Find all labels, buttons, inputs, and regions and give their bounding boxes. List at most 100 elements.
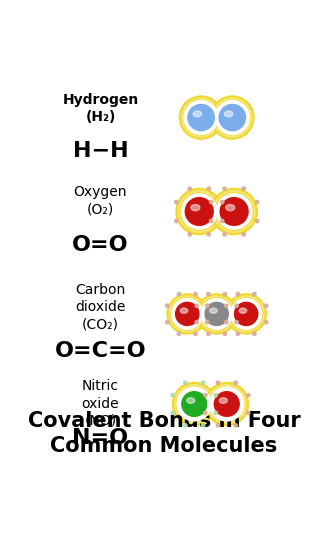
Circle shape [211, 308, 223, 320]
Ellipse shape [210, 308, 217, 313]
Circle shape [203, 300, 231, 328]
Circle shape [176, 188, 222, 235]
Circle shape [195, 321, 198, 324]
Circle shape [235, 302, 258, 325]
Circle shape [184, 100, 219, 135]
Circle shape [240, 308, 252, 320]
Text: Hydrogen
(H₂): Hydrogen (H₂) [62, 93, 139, 124]
Circle shape [201, 298, 233, 330]
Circle shape [220, 397, 233, 410]
Circle shape [213, 310, 221, 318]
Circle shape [177, 332, 181, 336]
Circle shape [246, 394, 250, 397]
Circle shape [214, 391, 240, 417]
Circle shape [255, 219, 259, 223]
Ellipse shape [180, 308, 188, 313]
Circle shape [212, 389, 242, 419]
Circle shape [220, 219, 224, 223]
Circle shape [175, 200, 178, 204]
Circle shape [172, 299, 203, 329]
Circle shape [190, 107, 212, 128]
Circle shape [216, 381, 220, 384]
Circle shape [201, 381, 205, 384]
Circle shape [230, 115, 235, 120]
Circle shape [181, 98, 220, 137]
Circle shape [235, 304, 238, 307]
Circle shape [184, 424, 187, 427]
Text: Carbon
dioxide
(CO₂): Carbon dioxide (CO₂) [75, 283, 126, 332]
Circle shape [264, 321, 268, 324]
Circle shape [199, 296, 235, 332]
Circle shape [226, 294, 266, 334]
Circle shape [218, 195, 251, 228]
Circle shape [207, 384, 246, 423]
Circle shape [236, 304, 256, 324]
Circle shape [215, 100, 249, 134]
Circle shape [232, 209, 236, 214]
Circle shape [181, 193, 218, 230]
Circle shape [197, 209, 202, 214]
Circle shape [205, 304, 209, 307]
Circle shape [242, 187, 245, 191]
Circle shape [253, 332, 256, 336]
Circle shape [181, 308, 193, 320]
Ellipse shape [239, 308, 247, 313]
Circle shape [230, 298, 262, 330]
Circle shape [177, 304, 197, 324]
Circle shape [190, 400, 199, 408]
Circle shape [175, 302, 199, 326]
Ellipse shape [191, 205, 200, 211]
Circle shape [216, 193, 253, 230]
Circle shape [169, 296, 205, 332]
Circle shape [176, 302, 199, 325]
Circle shape [172, 382, 216, 425]
Circle shape [214, 391, 239, 416]
Circle shape [211, 96, 254, 139]
Circle shape [171, 298, 204, 330]
Circle shape [223, 332, 227, 336]
Circle shape [214, 411, 217, 415]
Circle shape [253, 293, 256, 296]
Circle shape [219, 105, 245, 130]
Circle shape [211, 188, 257, 235]
Circle shape [166, 304, 169, 307]
Circle shape [204, 411, 207, 415]
Circle shape [223, 233, 226, 236]
Circle shape [213, 98, 252, 137]
Circle shape [192, 109, 210, 126]
Circle shape [192, 402, 196, 406]
Circle shape [188, 200, 211, 223]
Circle shape [196, 294, 237, 334]
Circle shape [264, 304, 268, 307]
Circle shape [166, 321, 169, 324]
Circle shape [188, 397, 201, 410]
Circle shape [195, 304, 198, 307]
Circle shape [197, 113, 205, 122]
Circle shape [194, 293, 197, 296]
Circle shape [232, 300, 260, 328]
Text: Nitric
oxide
(NO): Nitric oxide (NO) [82, 379, 119, 428]
Circle shape [183, 195, 216, 228]
Circle shape [223, 293, 227, 296]
Circle shape [177, 293, 181, 296]
Circle shape [195, 207, 204, 216]
Circle shape [182, 391, 207, 416]
Circle shape [194, 332, 197, 336]
Circle shape [175, 219, 178, 223]
Circle shape [209, 387, 244, 421]
Text: O=C=O: O=C=O [55, 341, 146, 361]
Circle shape [186, 103, 216, 133]
Circle shape [190, 202, 209, 221]
Circle shape [185, 198, 213, 226]
Circle shape [234, 424, 237, 427]
Circle shape [171, 394, 174, 397]
Circle shape [188, 105, 214, 130]
Circle shape [216, 393, 238, 415]
Text: Oxygen
(O₂): Oxygen (O₂) [74, 185, 127, 216]
Circle shape [222, 200, 246, 223]
Circle shape [221, 107, 243, 128]
Circle shape [220, 200, 224, 204]
Circle shape [183, 310, 191, 318]
Circle shape [231, 299, 262, 329]
Circle shape [209, 306, 225, 322]
